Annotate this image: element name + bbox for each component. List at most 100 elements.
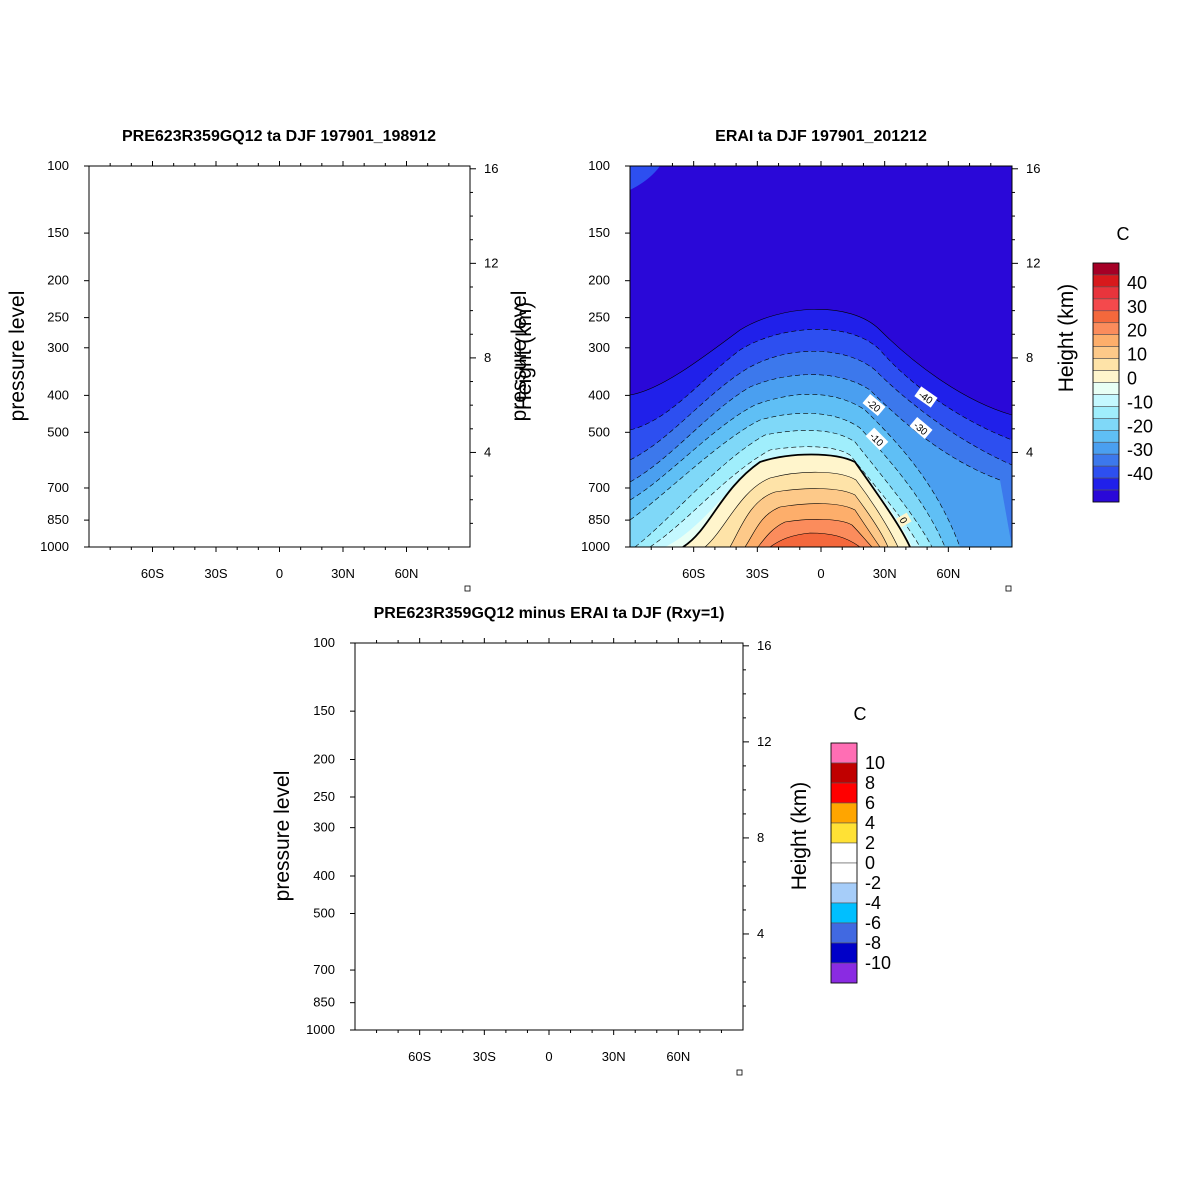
- colorbar-label: 6: [865, 793, 875, 813]
- y-tick-label: 500: [588, 424, 610, 439]
- y-tick-label: 850: [313, 995, 335, 1010]
- y-tick-label: 300: [47, 340, 69, 355]
- colorbar-swatch: [830, 782, 858, 804]
- panel-difference: PRE623R359GQ12 minus ERAI ta DJF (Rxy=1)…: [271, 605, 891, 1076]
- y-tick-label: 850: [588, 512, 610, 527]
- x-tick-label: 60S: [682, 566, 705, 581]
- colorbar-swatch: [1092, 394, 1120, 407]
- y-tick-label: 200: [47, 273, 69, 288]
- y-tick-label: 150: [313, 703, 335, 718]
- y-tick-label: 250: [47, 310, 69, 325]
- y-tick-label: 250: [313, 789, 335, 804]
- colorbar-swatch: [1092, 334, 1120, 347]
- right-tick-label: 16: [1026, 161, 1040, 176]
- contour-lines: [630, 309, 1012, 547]
- x-tick-label: 30N: [331, 566, 355, 581]
- colorbar-swatch: [1092, 441, 1120, 455]
- colorbar-swatch: [830, 882, 858, 904]
- colorbar-swatch: [1092, 477, 1120, 491]
- x-tick-label: 60S: [408, 1049, 431, 1064]
- colorbar-swatch: [1092, 298, 1120, 312]
- x-tick-label: 0: [545, 1049, 552, 1064]
- panel-erai-axes: 100 150 200 250 300 400 500 700 850 1000 16 12 8 4 60S…: [581, 158, 1040, 581]
- x-tick-label: 60N: [666, 1049, 690, 1064]
- x-tick-label: 60S: [141, 566, 164, 581]
- y-tick-label: 200: [313, 751, 335, 766]
- colorbar-erai-unit: C: [1117, 224, 1130, 244]
- right-tick-label: 4: [1026, 444, 1033, 459]
- colorbar-swatch: [1092, 358, 1120, 371]
- y-tick-label: 700: [588, 480, 610, 495]
- y-tick-label: 500: [47, 424, 69, 439]
- colorbar-label: 20: [1127, 321, 1147, 341]
- panel-difference-title: PRE623R359GQ12 minus ERAI ta DJF (Rxy=1): [374, 605, 725, 622]
- colorbar-swatch: [1092, 310, 1120, 324]
- x-tick-label: 30N: [602, 1049, 626, 1064]
- panel-difference-axes: 100 150 200 250 300 400 500 700 850 1000 16 12 8 4 60S…: [306, 635, 771, 1064]
- y-tick-label: 1000: [306, 1022, 335, 1037]
- y-tick-label: 200: [588, 273, 610, 288]
- colorbar-label: -4: [865, 893, 881, 913]
- y-tick-label: 1000: [40, 539, 69, 554]
- contour-band-corner: [630, 166, 660, 190]
- right-tick-label: 12: [1026, 255, 1040, 270]
- colorbar-swatch: [1092, 322, 1120, 335]
- y-tick-label: 300: [313, 820, 335, 835]
- colorbar-label: 0: [865, 853, 875, 873]
- colorbar-erai: 40 30 20 10 0 -10 -20 -30 -40: [1092, 262, 1153, 503]
- panel-difference-corner-marker: [736, 1069, 743, 1076]
- colorbar-swatch: [1092, 429, 1120, 443]
- panel-difference-plot-area: [354, 642, 744, 1031]
- y-tick-label: 700: [47, 480, 69, 495]
- colorbar-swatch: [830, 862, 858, 884]
- panel-difference-ylabel: pressure level: [271, 771, 294, 902]
- colorbar-label: -10: [1127, 392, 1153, 412]
- colorbar-swatch: [1092, 453, 1120, 467]
- right-tick-label: 8: [757, 830, 764, 845]
- colorbar-label: -20: [1127, 416, 1153, 436]
- colorbar-swatch: [1092, 489, 1120, 503]
- colorbar-swatch: [1092, 262, 1120, 276]
- panel-model-title: PRE623R359GQ12 ta DJF 197901_198912: [122, 128, 436, 145]
- y-tick-label: 500: [313, 906, 335, 921]
- colorbar-label: -2: [865, 873, 881, 893]
- y-tick-label: 100: [47, 158, 69, 173]
- colorbar-swatch: [830, 762, 858, 784]
- right-tick-label: 16: [484, 161, 498, 176]
- colorbar-swatch: [1092, 274, 1120, 288]
- colorbar-swatch: [830, 742, 858, 764]
- panel-model-plot-area: [88, 165, 471, 548]
- colorbar-swatch: [1092, 286, 1120, 300]
- panel-model-corner-marker: [464, 585, 471, 592]
- colorbar-label: 10: [865, 753, 885, 773]
- colorbar-swatch: [830, 822, 858, 844]
- panel-model-axes: 100 150 200 250 300 400 500 700 850 1000 16 12 8 4 60S…: [40, 158, 498, 581]
- contour-band-30: [770, 533, 860, 547]
- colorbar-swatch: [1092, 382, 1120, 395]
- panel-model-ylabel-right: Height (km): [513, 302, 536, 411]
- y-tick-label: 400: [47, 387, 69, 402]
- colorbar-swatch: [830, 922, 858, 944]
- panel-model: PRE623R359GQ12 ta DJF 197901_198912 100 1…: [6, 128, 536, 592]
- colorbar-swatch: [1092, 346, 1120, 359]
- right-tick-label: 12: [484, 255, 498, 270]
- contour-label-e: 0: [897, 516, 910, 527]
- colorbar-swatch: [830, 962, 858, 984]
- x-tick-label: 30S: [204, 566, 227, 581]
- y-tick-label: 150: [588, 225, 610, 240]
- right-tick-label: 16: [757, 638, 771, 653]
- y-tick-label: 100: [588, 158, 610, 173]
- y-tick-label: 150: [47, 225, 69, 240]
- colorbar-frame: [830, 742, 858, 984]
- colorbar-label: 8: [865, 773, 875, 793]
- panel-model-ylabel: pressure level: [6, 291, 29, 422]
- colorbar-swatch: [830, 842, 858, 864]
- right-tick-label: 12: [757, 734, 771, 749]
- right-tick-label: 4: [757, 926, 764, 941]
- panel-erai-corner-marker: [1005, 585, 1012, 592]
- colorbar-label: -8: [865, 933, 881, 953]
- colorbar-swatch: [830, 802, 858, 824]
- panel-erai-contour-fill: -40 -20 -30 -10 0: [630, 166, 1012, 547]
